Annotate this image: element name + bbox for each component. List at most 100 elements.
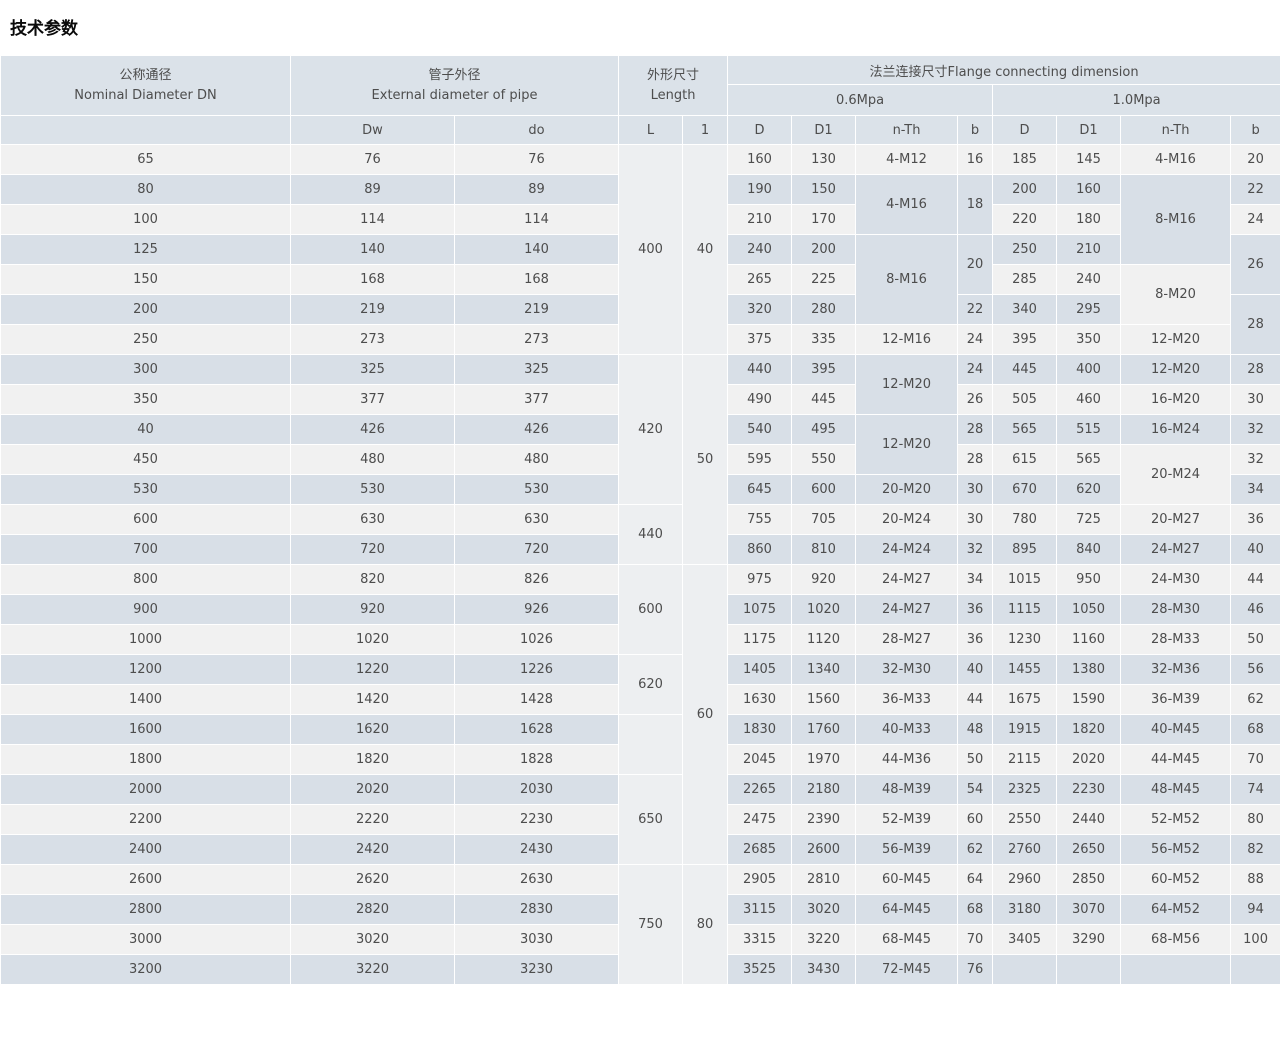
table-cell: 12-M20 [1120,324,1232,355]
table-cell: 325 [290,354,455,385]
table-row: 2000 2020 2030 650 2265 2180 48-M39 54 2325 2230 4… [0,774,1280,865]
table-cell: 1628 [453,714,620,745]
table-cell: 295 [1056,294,1122,325]
table-cell: 114 [290,204,455,235]
table-cell: 595 [727,444,793,475]
table-cell: 490 [727,384,793,415]
table-cell: 325 [453,354,620,385]
table-cell: 160 [727,144,793,175]
table-cell: 52-M52 [1120,804,1232,835]
table-cell: 3180 [992,894,1058,925]
table-row: 2400 2420 2430 2685 2600 56-M39 62 2760 2650 56-M… [0,834,1280,865]
table-cell: 377 [453,384,620,415]
table-cell: 160 [1056,174,1122,205]
table-cell: 3030 [453,924,620,955]
table-cell: 950 [1056,564,1122,595]
table-cell: 12-M20 [855,414,959,475]
table-cell: 60 [957,804,994,835]
table-cell: 2030 [453,774,620,805]
table-cell: 2220 [290,804,455,835]
table-cell: 426 [453,414,620,445]
table-cell: 20-M20 [855,474,959,505]
table-cell: 3000 [0,924,291,955]
table-cell: 495 [791,414,857,445]
table-cell: 265 [727,264,793,295]
table-row: 2200 2220 2230 2475 2390 52-M39 60 2550 2440 52-M… [0,804,1280,835]
table-cell: 440 [727,354,793,385]
table-cell: 2810 [791,864,857,895]
table-cell: 565 [992,414,1058,445]
table-cell: 80 [0,174,291,205]
table-cell: 1020 [290,624,455,655]
table-cell: 125 [0,234,291,265]
table-cell: 200 [0,294,291,325]
table-cell: 2000 [0,774,291,805]
header-nominal-diameter-zh: 公称通径 [119,67,172,83]
table-cell: 89 [453,174,620,205]
table-cell: 24-M30 [1120,564,1232,595]
table-cell: 920 [290,594,455,625]
table-cell: 540 [727,414,793,445]
table-cell: 24 [1230,204,1280,235]
table-cell: 40-M45 [1120,714,1232,745]
table-row: 800 820 826 600 60 975 920 24-M27 34 1015 950 24-M3… [0,564,1280,865]
table-cell: 76 [290,144,455,175]
header-flange-dimension: 法兰连接尺寸Flange connecting dimension [727,55,1280,85]
table-cell: 720 [290,534,455,565]
table-cell: 1120 [791,624,857,655]
table-cell: 40 [0,414,291,445]
table-header: 公称通径 Nominal Diameter DN 管子外径 External d… [0,55,1280,145]
header-row-pressure: 0.6Mpa 1.0Mpa [1,84,1280,116]
table-cell: 565 [1056,444,1122,475]
table-cell: 340 [992,294,1058,325]
table-cell: 68-M45 [855,924,959,955]
header-nominal-diameter: 公称通径 Nominal Diameter DN [0,55,291,116]
table-cell: 1590 [1056,684,1122,715]
table-cell: 54 [957,774,994,805]
table-row: 600 630 630 440 755 705 20-M24 30 780 725 20-M27 36 [0,504,1280,565]
table-cell: 1220 [290,654,455,685]
table-cell: 24 [957,354,994,385]
table-cell: 22 [957,294,994,325]
table-cell: 82 [1230,834,1280,865]
table-row: 2800 2820 2830 3115 3020 64-M45 68 3180 3070 64-M… [0,894,1280,925]
table-cell: 60-M45 [855,864,959,895]
table-cell: 2265 [727,774,793,805]
table-cell: 20 [957,234,994,295]
table-cell: 515 [1056,414,1122,445]
table-cell: 650 [618,774,684,865]
header-external-diameter-zh: 管子外径 [428,67,481,83]
table-row: 250 273 273 375 335 12-M16 24 395 350 12-M20 [0,324,1280,355]
table-cell: 1455 [992,654,1058,685]
table-cell [992,954,1058,985]
table-cell: 210 [727,204,793,235]
table-cell: 780 [992,504,1058,535]
table-cell: 50 [957,744,994,775]
table-cell: 1760 [791,714,857,745]
header-external-diameter: 管子外径 External diameter of pipe [289,55,620,116]
table-row: 65 76 76 400 40 160 130 4-M12 16 185 145 4-M16 20 [0,144,1280,355]
table-cell: 1630 [727,684,793,715]
table-cell: 8-M20 [1120,264,1232,325]
table-cell: 2045 [727,744,793,775]
table-cell: 80 [1230,804,1280,835]
header-dn-spacer [0,115,291,145]
header-col-b-06: b [957,115,994,145]
table-cell: 920 [791,564,857,595]
header-length: 外形尺寸 Length [618,55,729,116]
table-cell: 480 [290,444,455,475]
table-cell: 320 [727,294,793,325]
table-cell: 8-M16 [1120,174,1232,265]
page-title: 技术参数 [10,19,78,39]
table-cell: 185 [992,144,1058,175]
table-cell: 725 [1056,504,1122,535]
table-row: 200 219 219 320 280 22 340 295 28 [0,294,1280,355]
table-cell: 460 [1056,384,1122,415]
table-cell: 60-M52 [1120,864,1232,895]
header-length-zh: 外形尺寸 [647,67,700,83]
table-cell: 52-M39 [855,804,959,835]
table-cell [618,714,684,775]
table-cell [1056,954,1122,985]
header-col-dw: Dw [290,115,455,145]
header-external-diameter-en: External diameter of pipe [371,87,538,103]
